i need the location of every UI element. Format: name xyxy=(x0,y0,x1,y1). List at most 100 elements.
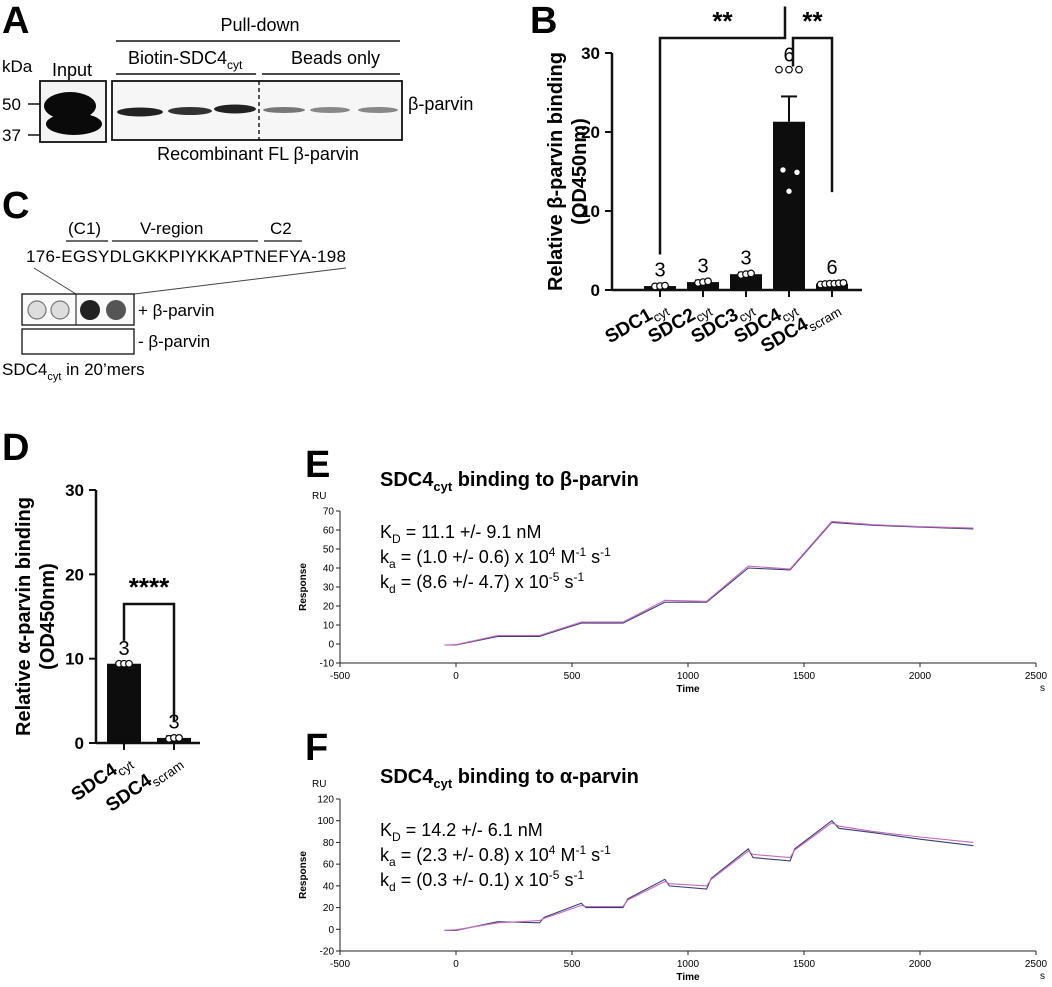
chart-d: 0 10 20 30 Relative α-parvin binding (OD450nm… xyxy=(13,481,200,816)
minus-parvin-label: - β-parvin xyxy=(138,332,210,351)
data-point xyxy=(785,187,793,196)
data-point xyxy=(125,659,133,668)
data-point xyxy=(839,278,848,287)
y-unit-label: RU xyxy=(312,779,326,790)
x-axis-label: Time xyxy=(676,972,700,983)
annot-kdis-prefix: k xyxy=(380,870,390,890)
chart-title: SDC4cyt binding to α-parvin xyxy=(380,766,639,791)
annot-ka-prefix: k xyxy=(380,547,390,567)
bar xyxy=(730,274,762,290)
y-tick-label: 20 xyxy=(65,565,84,584)
annot-ka-unit1: M xyxy=(555,845,575,865)
plus-parvin-label: + β-parvin xyxy=(138,301,214,320)
annot-ka-exp3: -1 xyxy=(600,843,611,857)
annot-ka-sub: a xyxy=(389,557,396,571)
connector-left xyxy=(33,267,77,295)
annot-kd-value: = 14.2 +/- 6.1 nM xyxy=(401,820,543,840)
y-tick-label: 0 xyxy=(75,734,84,753)
pulldown-band-1 xyxy=(117,107,163,117)
beads-label: Beads only xyxy=(291,48,380,68)
n-label: 6 xyxy=(783,45,794,67)
annot-kd: KD = 14.2 +/- 6.1 nM xyxy=(380,820,543,844)
x-tick-label: 1500 xyxy=(793,959,816,970)
bar xyxy=(107,663,141,743)
n-label: 6 xyxy=(826,257,837,279)
y-tick-label: 60 xyxy=(323,526,335,537)
biotin-label: Biotin-SDC4cyt xyxy=(128,48,243,72)
category-label-sub: cyt xyxy=(779,304,801,325)
n-label: 3 xyxy=(740,248,751,270)
annot-kd-sub: D xyxy=(392,830,401,844)
y-tick-label: 0 xyxy=(328,925,334,936)
chart-title-sub: cyt xyxy=(433,479,452,494)
bar xyxy=(773,121,805,290)
c2-label: C2 xyxy=(270,219,292,238)
kda-label: kDa xyxy=(2,57,33,76)
chart-title: SDC4cyt binding to β-parvin xyxy=(380,469,639,494)
annot-ka-unit2: s xyxy=(586,845,600,865)
series-line-fit xyxy=(444,822,974,931)
input-band-upper xyxy=(44,92,96,120)
x-tick-label: 500 xyxy=(564,671,581,682)
y-axis-label: Response xyxy=(298,563,309,611)
x-tick-label: 0 xyxy=(453,671,459,682)
y-axis-label-line1: Relative α-parvin binding xyxy=(13,497,35,736)
annot-ka-exp2: -1 xyxy=(575,545,586,559)
y-tick-label: 50 xyxy=(323,545,335,556)
y-axis-label-line2: (OD450nm) xyxy=(569,118,591,225)
significance-label: **** xyxy=(129,572,170,602)
chart-title-main: SDC4 xyxy=(380,469,434,491)
data-point xyxy=(661,281,669,290)
y-tick-label: 10 xyxy=(581,202,600,221)
pulldown-band-6 xyxy=(358,107,398,113)
chart-title-sub: cyt xyxy=(433,776,452,791)
annot-ka: ka = (1.0 +/- 0.6) x 104 M-1 s-1 xyxy=(380,545,611,571)
x-tick-label: 2000 xyxy=(909,671,932,682)
dot-blot-caption: SDC4cyt in 20’mers xyxy=(2,360,145,383)
annot-kdis: kd = (0.3 +/- 0.1) x 10-5 s-1 xyxy=(380,868,584,894)
dot-4 xyxy=(106,300,126,320)
y-axis-label-line1: Relative β-parvin binding xyxy=(545,52,567,291)
marker-37: 37 xyxy=(2,126,21,145)
pulldown-label: Pull-down xyxy=(220,15,299,35)
annot-ka-prefix: k xyxy=(380,845,390,865)
category-label-sub: cyt xyxy=(736,304,758,325)
x-tick-label: 1000 xyxy=(677,671,700,682)
pulldown-band-4 xyxy=(263,107,305,113)
pulldown-band-2 xyxy=(168,107,212,115)
x-tick-label: 2500 xyxy=(1025,959,1048,970)
annot-kdis-exp: -5 xyxy=(549,868,560,882)
panel-d-letter: D xyxy=(2,427,29,469)
marker-50: 50 xyxy=(2,95,21,114)
peptide-sequence: 176-EGSYDLGKKPIYKKAPTNEFYA-198 xyxy=(26,247,346,266)
data-point xyxy=(793,168,801,177)
chart-e: SDC4cyt binding to β-parvinRUs-100102030… xyxy=(298,469,1048,695)
x-axis-label: Time xyxy=(676,684,700,695)
x-unit-label: s xyxy=(1040,683,1045,694)
x-tick-label: -500 xyxy=(330,959,350,970)
y-tick-label: 100 xyxy=(317,816,334,827)
annot-kd-prefix: K xyxy=(380,820,392,840)
y-tick-label: 80 xyxy=(323,838,335,849)
panel-f: F SDC4cyt binding to α-parvinRUs-2002040… xyxy=(298,727,1048,983)
category-label-sub: cyt xyxy=(650,304,672,325)
x-tick-label: 2000 xyxy=(909,959,932,970)
panel-c: C (C1) V-region C2 176-EGSYDLGKKPIYKKAPT… xyxy=(2,185,347,383)
significance-bracket xyxy=(122,602,176,723)
connector-right xyxy=(133,267,347,295)
dot-1 xyxy=(27,300,47,320)
y-tick-label: 40 xyxy=(323,564,335,575)
y-tick-label: 40 xyxy=(323,881,335,892)
y-tick-label: 20 xyxy=(323,903,335,914)
data-point xyxy=(785,65,793,74)
significance-label: ** xyxy=(802,6,823,36)
x-tick-label: 2500 xyxy=(1025,671,1048,682)
annot-kd-value: = 11.1 +/- 9.1 nM xyxy=(401,522,542,542)
annot-ka-exp3: -1 xyxy=(600,545,611,559)
y-axis-label: Response xyxy=(298,851,309,899)
annot-kdis-unit: s xyxy=(559,572,573,592)
data-point xyxy=(779,166,787,174)
bar xyxy=(687,282,719,290)
chart-title-main: SDC4 xyxy=(380,766,434,788)
